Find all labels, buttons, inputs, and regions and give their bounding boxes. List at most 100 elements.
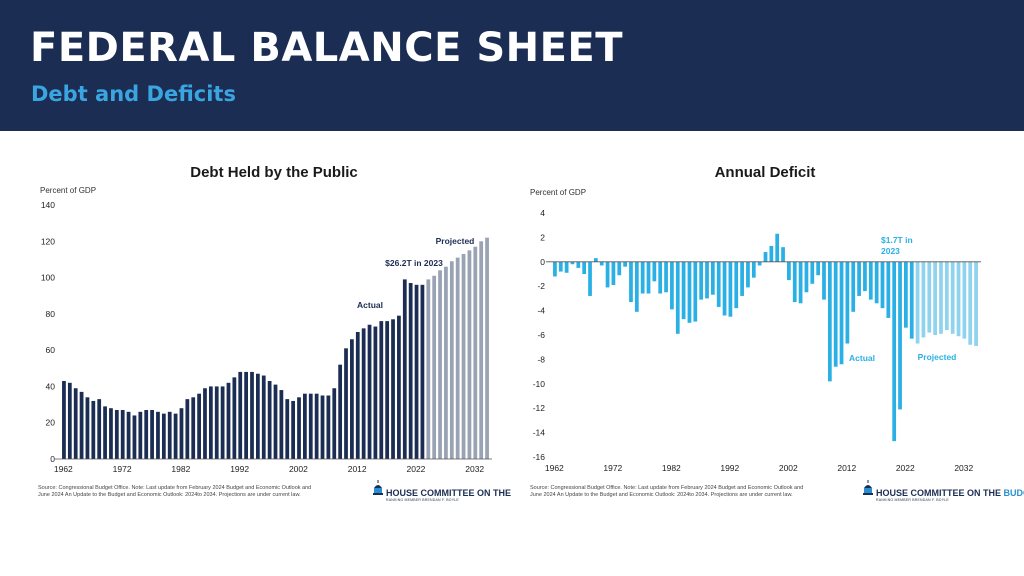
debt-bar-actual — [244, 371, 248, 459]
deficit-bar-actual — [623, 261, 627, 267]
deficit-chart: Annual Deficit Percent of GDP 4 2 0 -2 -4 -6 -… — [530, 164, 1024, 502]
deficit-bar-actual — [652, 261, 657, 282]
debt-bar-actual — [138, 411, 143, 459]
debt-bar-projected — [479, 241, 484, 459]
deficit-bar-actual — [868, 261, 873, 300]
debt-bar-actual — [226, 382, 231, 459]
deficit-callout-line1: $1.7T in — [881, 235, 913, 245]
deficit-x-tick-label: 2002 — [779, 463, 798, 473]
deficit-bar-actual — [599, 261, 604, 266]
deficit-bar-actual — [553, 261, 557, 277]
deficit-bar-actual — [769, 245, 774, 262]
debt-bar-actual — [97, 399, 102, 459]
debt-bar-actual — [185, 399, 190, 459]
deficit-bar-actual — [804, 261, 809, 293]
deficit-bar-actual — [763, 252, 768, 262]
deficit-bar-projected — [962, 261, 967, 339]
debt-bar-actual — [355, 332, 360, 459]
deficit-bar-actual — [880, 261, 885, 309]
deficit-bar-actual — [898, 261, 902, 410]
debt-y-tick-label: 80 — [46, 309, 56, 319]
debt-bar-actual — [279, 390, 284, 459]
debt-bar-actual — [291, 400, 296, 459]
deficit-y-tick-label: 0 — [540, 257, 545, 267]
deficit-bar-actual — [851, 261, 856, 312]
debt-x-tick-label: 1972 — [113, 464, 132, 474]
debt-bar-actual — [120, 410, 125, 459]
deficit-bar-actual — [687, 261, 692, 323]
deficit-bar-actual — [693, 261, 698, 322]
page-subtitle: Debt and Deficits — [31, 82, 236, 106]
deficit-bar-actual — [564, 261, 569, 273]
debt-bar-actual — [214, 386, 219, 459]
deficit-y-tick-label: -12 — [533, 403, 546, 413]
deficit-bar-actual — [839, 261, 844, 365]
debt-bar-actual — [320, 395, 325, 459]
debt-chart-title: Debt Held by the Public — [190, 164, 358, 181]
debt-x-tick-label: 1962 — [54, 464, 73, 474]
deficit-bar-actual — [716, 261, 721, 307]
deficit-bar-actual — [857, 261, 861, 296]
deficit-bar-projected — [944, 261, 949, 331]
debt-bar-actual — [179, 408, 184, 459]
debt-bar-actual — [267, 380, 272, 459]
deficit-bar-actual — [611, 261, 616, 285]
deficit-bar-actual — [845, 261, 850, 344]
deficit-bar-actual — [833, 261, 838, 367]
debt-bar-projected — [444, 266, 448, 459]
debt-bar-actual — [338, 364, 343, 459]
deficit-bar-actual — [582, 261, 587, 274]
deficit-bar-actual — [588, 261, 592, 296]
deficit-bar-projected — [921, 261, 926, 338]
debt-bar-actual — [167, 411, 172, 459]
debt-bar-actual — [161, 413, 166, 459]
debt-y-tick-label: 120 — [41, 236, 55, 246]
debt-chart: Debt Held by the Public Percent of GDP 0… — [38, 164, 512, 502]
deficit-bar-actual — [740, 261, 744, 296]
svg-text:HOUSE COMMITTEE ON THE BUDGET: HOUSE COMMITTEE ON THE BUDGET — [876, 488, 1024, 498]
deficit-bar-actual — [775, 233, 780, 262]
logo-prefix: HOUSE COMMITTEE ON THE — [876, 488, 1004, 498]
deficit-bar-actual — [664, 261, 668, 293]
capitol-building-icon — [373, 480, 383, 495]
deficit-bar-actual — [681, 261, 686, 320]
debt-bar-actual — [67, 382, 72, 459]
deficit-bar-actual — [734, 261, 739, 309]
deficit-bar-actual — [640, 261, 645, 294]
debt-projected-label: Projected — [436, 236, 475, 246]
deficit-bar-projected — [927, 261, 932, 333]
deficit-y-unit-label: Percent of GDP — [530, 188, 586, 197]
deficit-x-axis: 1962 1972 1982 1992 2002 2012 2022 2032 — [545, 463, 974, 473]
debt-bar-actual — [344, 348, 348, 459]
debt-bar-actual — [414, 284, 419, 459]
debt-bar-actual — [314, 393, 319, 459]
debt-bar-projected — [426, 279, 431, 459]
debt-y-tick-label: 0 — [50, 454, 55, 464]
debt-bar-actual — [297, 397, 301, 459]
deficit-actual-label: Actual — [849, 353, 875, 363]
deficit-projected-label: Projected — [918, 352, 957, 362]
debt-bar-projected — [438, 270, 442, 459]
debt-bar-actual — [332, 388, 337, 459]
deficit-bar-actual — [710, 261, 715, 295]
debt-y-unit-label: Percent of GDP — [40, 186, 96, 195]
deficit-source-note-line1: Source: Congressional Budget Office. Not… — [530, 485, 803, 491]
deficit-bar-actual — [781, 247, 785, 262]
debt-callout-label: $26.2T in 2023 — [385, 258, 443, 268]
deficit-bar-projected — [915, 261, 920, 344]
debt-x-tick-label: 1982 — [171, 464, 190, 474]
debt-bars — [62, 237, 489, 459]
deficit-logo: HOUSE COMMITTEE ON THE BUDGET RANKING ME… — [863, 480, 1024, 502]
deficit-y-tick-label: -2 — [537, 281, 545, 291]
debt-bar-actual — [397, 315, 401, 459]
deficit-bar-actual — [675, 261, 680, 334]
header-banner: FEDERAL BALANCE SHEET Debt and Deficits — [0, 0, 1024, 131]
deficit-x-tick-label: 2012 — [837, 463, 856, 473]
deficit-bars — [553, 233, 978, 442]
deficit-bar-actual — [892, 261, 897, 442]
debt-bar-actual — [114, 410, 119, 459]
debt-bar-actual — [350, 339, 354, 459]
deficit-bar-actual — [746, 261, 750, 288]
deficit-y-tick-label: 2 — [540, 232, 545, 242]
debt-y-tick-label: 40 — [46, 381, 56, 391]
